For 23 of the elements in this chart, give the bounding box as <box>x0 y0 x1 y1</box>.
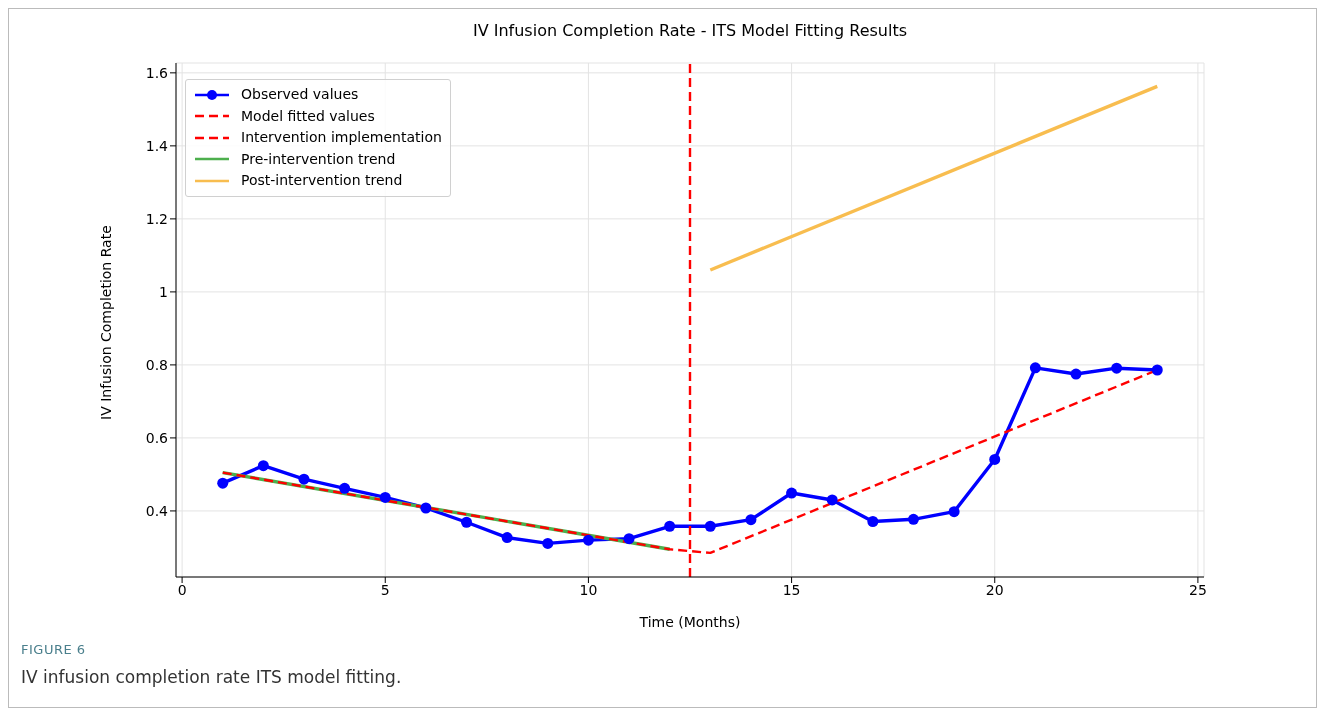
y-tick-label: 0.4 <box>145 502 169 519</box>
y-axis-title: IV Infusion Completion Rate <box>97 225 114 420</box>
legend-label: Model fitted values <box>241 106 375 126</box>
x-tick-label: 10 <box>579 581 598 598</box>
x-tick-label: 25 <box>1188 581 1207 598</box>
x-tick-label: 20 <box>985 581 1004 598</box>
y-tick-label: 1.2 <box>145 210 168 227</box>
chart-title: IV Infusion Completion Rate - ITS Model Fitting Results <box>472 21 908 40</box>
y-tick-label: 0.6 <box>145 429 169 446</box>
text: IV infusion completion rate ITS model fitting. <box>21 667 402 687</box>
caption: FIGURE 6 <box>21 642 86 657</box>
x-tick-label: 15 <box>782 581 801 598</box>
legend-label: Pre-intervention trend <box>241 149 396 169</box>
y-tick-label: 1.4 <box>145 137 169 154</box>
x-axis-title: Time (Months) <box>638 614 741 630</box>
legend-label: Observed values <box>241 85 359 104</box>
x-tick-label: 5 <box>380 581 390 598</box>
y-tick-label: 1 <box>159 283 168 300</box>
legend-label: Post-intervention trend <box>241 171 403 190</box>
y-tick-label: 0.8 <box>145 356 168 373</box>
legend-label: Intervention implementation <box>241 128 442 147</box>
y-tick-label: 1.6 <box>145 64 169 81</box>
x-tick-label: 0 <box>177 581 187 598</box>
